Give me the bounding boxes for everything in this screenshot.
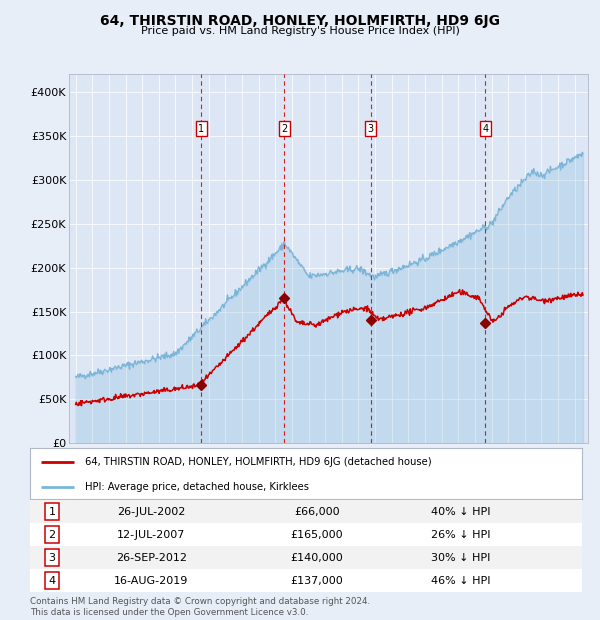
Text: 30% ↓ HPI: 30% ↓ HPI <box>431 552 490 563</box>
Text: 3: 3 <box>368 124 374 134</box>
Text: 1: 1 <box>49 507 56 517</box>
Text: 1: 1 <box>198 124 205 134</box>
Text: 16-AUG-2019: 16-AUG-2019 <box>114 575 188 586</box>
Text: 2: 2 <box>49 529 56 540</box>
Text: 64, THIRSTIN ROAD, HONLEY, HOLMFIRTH, HD9 6JG: 64, THIRSTIN ROAD, HONLEY, HOLMFIRTH, HD… <box>100 14 500 28</box>
Text: 4: 4 <box>482 124 488 134</box>
Text: £140,000: £140,000 <box>290 552 343 563</box>
Bar <box>30 546 582 569</box>
Bar <box>30 500 582 523</box>
Text: £165,000: £165,000 <box>291 529 343 540</box>
Text: 40% ↓ HPI: 40% ↓ HPI <box>431 507 490 517</box>
Text: 46% ↓ HPI: 46% ↓ HPI <box>431 575 490 586</box>
Text: 4: 4 <box>49 575 56 586</box>
Text: £137,000: £137,000 <box>290 575 343 586</box>
Text: £66,000: £66,000 <box>294 507 340 517</box>
Bar <box>30 523 582 546</box>
Text: 26-JUL-2002: 26-JUL-2002 <box>117 507 185 517</box>
Text: Price paid vs. HM Land Registry's House Price Index (HPI): Price paid vs. HM Land Registry's House … <box>140 26 460 36</box>
Text: 26-SEP-2012: 26-SEP-2012 <box>116 552 187 563</box>
Bar <box>30 569 582 592</box>
Text: 12-JUL-2007: 12-JUL-2007 <box>117 529 185 540</box>
Text: 3: 3 <box>49 552 56 563</box>
Text: 64, THIRSTIN ROAD, HONLEY, HOLMFIRTH, HD9 6JG (detached house): 64, THIRSTIN ROAD, HONLEY, HOLMFIRTH, HD… <box>85 458 432 467</box>
Text: 2: 2 <box>281 124 287 134</box>
Text: HPI: Average price, detached house, Kirklees: HPI: Average price, detached house, Kirk… <box>85 482 309 492</box>
Text: Contains HM Land Registry data © Crown copyright and database right 2024.
This d: Contains HM Land Registry data © Crown c… <box>30 598 370 617</box>
Text: 26% ↓ HPI: 26% ↓ HPI <box>431 529 490 540</box>
